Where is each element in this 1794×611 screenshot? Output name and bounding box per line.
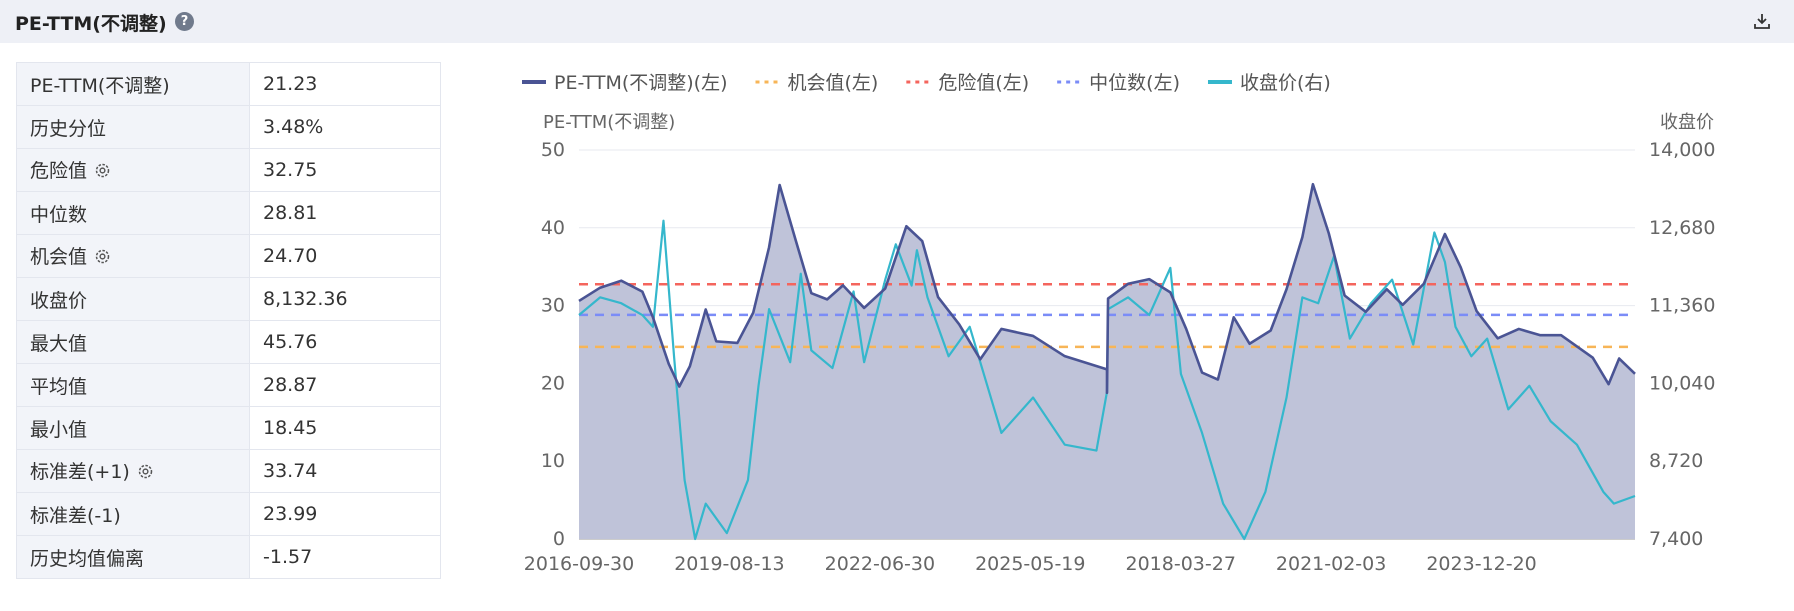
stats-row: 历史分位 3.48% <box>16 105 441 149</box>
stats-label-cell: 标准差(-1) <box>16 492 250 536</box>
left-tick-label: 50 <box>541 139 565 161</box>
stats-row: 收盘价 8,132.36 <box>16 277 441 321</box>
left-tick-label: 30 <box>541 295 565 317</box>
stats-label-cell: 标准差(+1) <box>16 449 250 493</box>
stats-label: 最大值 <box>30 332 88 355</box>
stats-row: 平均值 28.87 <box>16 363 441 407</box>
stats-label: 历史均值偏离 <box>30 547 145 570</box>
pe-area <box>579 184 1635 539</box>
export-download-icon[interactable] <box>1752 11 1772 31</box>
stats-value: -1.57 <box>249 535 441 579</box>
left-axis-title: PE-TTM(不调整) <box>543 112 675 133</box>
question-circle-icon[interactable]: ? <box>175 12 194 31</box>
left-tick-label: 10 <box>541 450 565 472</box>
stats-row: 最小值 18.45 <box>16 406 441 450</box>
legend-item: 机会值(左) <box>755 72 879 94</box>
stats-label-cell: 历史分位 <box>16 105 250 149</box>
stats-label-cell: 机会值 <box>16 234 250 278</box>
stats-label: 收盘价 <box>30 289 88 312</box>
legend-label: 危险值(左) <box>938 72 1029 94</box>
stats-value: 18.45 <box>249 406 441 450</box>
stats-row: 危险值 32.75 <box>16 148 441 192</box>
legend-label: 中位数(左) <box>1089 72 1180 94</box>
right-tick-label: 14,000 <box>1649 139 1715 161</box>
left-tick-label: 20 <box>541 372 565 394</box>
stats-label-cell: 最小值 <box>16 406 250 450</box>
legend-item: PE-TTM(不调整)(左) <box>522 72 728 94</box>
x-tick-label: 2018-03-27 <box>1125 553 1235 572</box>
right-tick-label: 11,360 <box>1649 295 1715 317</box>
stats-value: 8,132.36 <box>249 277 441 321</box>
legend-item: 危险值(左) <box>906 72 1029 94</box>
stats-label-cell: 收盘价 <box>16 277 250 321</box>
pe-line <box>578 182 1636 395</box>
right-tick-label: 8,720 <box>1649 450 1703 472</box>
legend-item: 中位数(左) <box>1057 72 1180 94</box>
panel-title: PE-TTM(不调整) <box>15 13 167 35</box>
panel-header: PE-TTM(不调整) ? <box>0 0 1794 43</box>
legend-label: 机会值(左) <box>788 72 879 94</box>
x-tick-label: 2019-08-13 <box>674 553 784 572</box>
settings-gear-icon[interactable] <box>93 247 112 271</box>
x-tick-label: 2016-09-30 <box>524 553 634 572</box>
stats-label-cell: PE-TTM(不调整) <box>16 62 250 106</box>
stats-value: 21.23 <box>249 62 441 106</box>
stats-label: 标准差(-1) <box>30 504 121 527</box>
stats-label-cell: 危险值 <box>16 148 250 192</box>
stats-row: 最大值 45.76 <box>16 320 441 364</box>
stats-label: 平均值 <box>30 375 88 398</box>
close-price-line <box>578 219 1636 541</box>
stats-value: 24.70 <box>249 234 441 278</box>
stats-label-cell: 平均值 <box>16 363 250 407</box>
stats-label-cell: 中位数 <box>16 191 250 235</box>
right-axis-title: 收盘价 <box>1660 112 1714 133</box>
stats-value: 32.75 <box>249 148 441 192</box>
stats-label: 中位数 <box>30 203 88 226</box>
stats-label: 危险值 <box>30 159 88 182</box>
legend-label: 收盘价(右) <box>1240 72 1331 94</box>
left-tick-label: 0 <box>553 528 565 550</box>
stats-row: 标准差(+1) 33.74 <box>16 449 441 493</box>
stats-value: 3.48% <box>249 105 441 149</box>
stats-row: 标准差(-1) 23.99 <box>16 492 441 536</box>
stats-label: 机会值 <box>30 245 88 268</box>
x-tick-label: 2023-12-20 <box>1426 553 1536 572</box>
stats-table: PE-TTM(不调整) 21.23 历史分位 3.48% 危险值 32.75 中位数 28.8… <box>16 62 441 579</box>
legend-label: PE-TTM(不调整)(左) <box>554 72 728 94</box>
stats-label-cell: 最大值 <box>16 320 250 364</box>
right-tick-label: 7,400 <box>1649 528 1703 550</box>
stats-row: 历史均值偏离 -1.57 <box>16 535 441 579</box>
stats-row: 机会值 24.70 <box>16 234 441 278</box>
x-tick-label: 2025-05-19 <box>975 553 1085 572</box>
stats-label: 历史分位 <box>30 117 107 140</box>
x-tick-label: 2021-02-03 <box>1276 553 1386 572</box>
stats-row: PE-TTM(不调整) 21.23 <box>16 62 441 106</box>
stats-value: 33.74 <box>249 449 441 493</box>
stats-label: 标准差(+1) <box>30 460 130 483</box>
left-tick-label: 40 <box>541 217 565 239</box>
right-tick-label: 10,040 <box>1649 372 1715 394</box>
settings-gear-icon[interactable] <box>93 161 112 185</box>
stats-label: PE-TTM(不调整) <box>30 74 170 97</box>
stats-row: 中位数 28.81 <box>16 191 441 235</box>
right-tick-label: 12,680 <box>1649 217 1715 239</box>
stats-value: 45.76 <box>249 320 441 364</box>
pe-chart: PE-TTM(不调整)(左) 机会值(左) 危险值(左) 中位数(左) 收盘价(右) PE… <box>522 72 1715 572</box>
x-tick-label: 2022-06-30 <box>825 553 935 572</box>
stats-value: 23.99 <box>249 492 441 536</box>
stats-value: 28.87 <box>249 363 441 407</box>
legend-item: 收盘价(右) <box>1207 72 1331 94</box>
settings-gear-icon[interactable] <box>136 462 155 486</box>
stats-value: 28.81 <box>249 191 441 235</box>
stats-label-cell: 历史均值偏离 <box>16 535 250 579</box>
stats-label: 最小值 <box>30 418 88 441</box>
